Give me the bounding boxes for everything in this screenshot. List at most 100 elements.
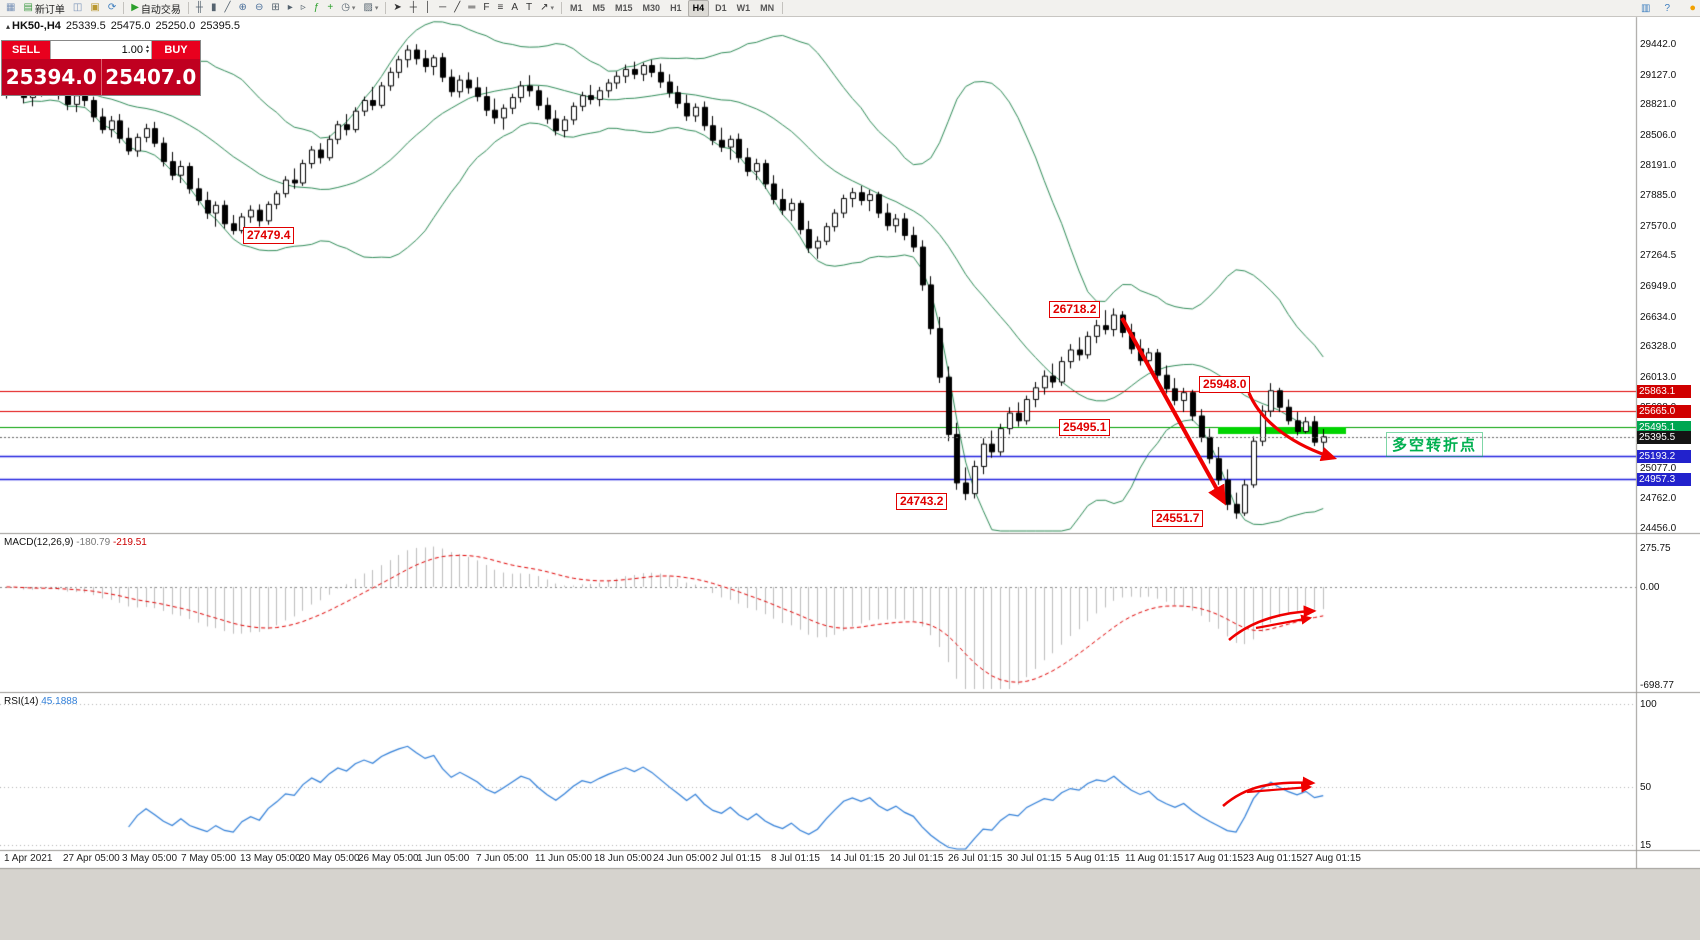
window-list-icon[interactable]: ▥	[1640, 2, 1651, 14]
time-axis-label: 7 May 05:00	[181, 853, 237, 864]
line-chart-icon[interactable]: ╱	[222, 1, 234, 16]
time-axis-label: 23 Aug 01:15	[1243, 853, 1302, 864]
chart-windows-icon[interactable]: ◫	[70, 1, 85, 16]
price-axis-label: 28191.0	[1640, 160, 1677, 172]
annotation-text[interactable]: 多空转折点	[1386, 432, 1484, 457]
price-axis-box: 25863.1	[1637, 385, 1691, 399]
refresh-icon: ⟳	[107, 2, 117, 13]
time-axis-label: 14 Jul 01:15	[830, 853, 885, 864]
macd-scale-label: -698.77	[1640, 679, 1674, 691]
periods-icon[interactable]: ◷ ▾	[338, 1, 358, 16]
price-axis-label: 28821.0	[1640, 99, 1677, 111]
one-click-trading-panel[interactable]: SELL 1.00 ▴ ▾ BUY 25394.0 25407.0	[1, 40, 201, 96]
cursor-icon[interactable]: ➤	[390, 1, 404, 16]
timeframe-m30[interactable]: M30	[642, 3, 661, 13]
profiles-icon[interactable]: ▣	[87, 1, 102, 16]
label-icon[interactable]: T	[523, 1, 535, 16]
autotrading-button[interactable]: ▶ 自动交易	[128, 1, 184, 16]
price-callout[interactable]: 24743.2	[896, 493, 948, 510]
timeframe-m5[interactable]: M5	[592, 3, 606, 13]
macd-header: MACD(12,26,9) -180.79 -219.51	[4, 537, 147, 548]
shapes-icon[interactable]: ≡	[494, 1, 506, 16]
sell-price[interactable]: 25394.0	[2, 59, 102, 95]
volume-value: 1.00	[121, 44, 143, 56]
refresh-icon[interactable]: ⟳	[105, 1, 119, 16]
price-callout[interactable]: 25495.1	[1059, 419, 1111, 436]
macd-value-signal: -219.51	[112, 537, 147, 548]
price-callout[interactable]: 26718.2	[1049, 301, 1101, 318]
price-axis-box: 25395.5	[1637, 430, 1691, 444]
candlestick-chart-icon[interactable]: ▮	[208, 1, 220, 16]
timeframe-h4[interactable]: H4	[687, 0, 710, 17]
vertical-line-icon: │	[424, 2, 432, 13]
chart-shift-icon[interactable]: ▹	[298, 1, 309, 16]
crosshair-icon[interactable]: ┼	[407, 1, 420, 16]
timeframe-m1[interactable]: M1	[570, 3, 583, 13]
new-order-button: ▤	[23, 2, 33, 13]
crosshair-icon: ┼	[409, 2, 417, 13]
zoom-in-icon[interactable]: ⊕	[236, 1, 250, 16]
trendline-icon: ╱	[454, 2, 461, 13]
volume-input[interactable]: 1.00 ▴ ▾	[50, 41, 152, 59]
volume-spinner[interactable]: ▴ ▾	[145, 44, 149, 55]
symbol-ohlc-bar: ▴ HK50-,H4 25339.5 25475.0 25250.0 25395.5	[6, 20, 245, 32]
add-chart-icon[interactable]: +	[324, 1, 336, 16]
timeframe-m15[interactable]: M15	[615, 3, 633, 13]
indicators-icon: ƒ	[313, 2, 320, 13]
arrows-icon[interactable]: ↗ ▾	[537, 1, 557, 16]
help-icon[interactable]: ?	[1664, 2, 1670, 14]
vertical-line-icon[interactable]: │	[422, 1, 434, 16]
time-axis-label: 26 May 05:00	[358, 853, 419, 864]
templates-icon: ▨	[363, 2, 373, 13]
price-callout[interactable]: 27479.4	[243, 227, 295, 244]
text-icon: A	[511, 2, 518, 13]
charts-grid-icon[interactable]: ▦	[3, 1, 18, 16]
timeframe-h1[interactable]: H1	[670, 3, 682, 13]
spinner-down-icon[interactable]: ▾	[145, 49, 149, 55]
channel-icon: ═	[468, 2, 476, 13]
rsi-value: 45.1888	[41, 696, 78, 707]
macd-scale-label: 275.75	[1640, 543, 1671, 555]
timeframe-mn[interactable]: MN	[760, 3, 775, 13]
time-axis-label: 5 Aug 01:15	[1066, 853, 1120, 864]
sell-button[interactable]: SELL	[2, 41, 50, 59]
timeframe-w1[interactable]: W1	[736, 3, 751, 13]
buy-price[interactable]: 25407.0	[105, 65, 197, 89]
horizontal-line-icon: ─	[439, 2, 447, 13]
price-callout[interactable]: 24551.7	[1152, 510, 1204, 527]
new-order-button[interactable]: ▤ 新订单	[20, 1, 67, 16]
horizontal-line-icon[interactable]: ─	[436, 1, 449, 16]
trendline-icon[interactable]: ╱	[451, 1, 463, 16]
price-axis-box: 24957.3	[1637, 473, 1691, 487]
text-icon[interactable]: A	[508, 1, 521, 16]
price-axis-label: 27885.0	[1640, 190, 1677, 202]
timeframe-d1[interactable]: D1	[715, 3, 727, 13]
price-axis-label: 26634.0	[1640, 311, 1677, 323]
tile-windows-icon[interactable]: ⊞	[268, 1, 282, 16]
time-axis-label: 11 Jun 05:00	[535, 853, 593, 864]
zoom-out-icon[interactable]: ⊖	[252, 1, 266, 16]
buy-button[interactable]: BUY	[152, 41, 200, 59]
templates-icon[interactable]: ▨ ▾	[360, 1, 381, 16]
bar-chart-icon[interactable]: ╫	[193, 1, 206, 16]
auto-scroll-icon[interactable]: ▸	[285, 1, 296, 16]
time-axis-label: 13 May 05:00	[240, 853, 301, 864]
main-toolbar: ▦ ▤ 新订单 ◫ ▣ ⟳ ▶ 自动交易 ╫ ▮ ╱ ⊕ ⊖ ⊞ ▸ ▹ ƒ + ◷ ▾ ▨ ▾ ➤ ┼ │ ─ ╱ ═ F ≡ A T ↗ ▾ M…	[0, 0, 1700, 17]
chevron-down-icon: ▾	[351, 5, 356, 12]
chart-windows-icon: ◫	[72, 2, 83, 13]
indicators-icon[interactable]: ƒ	[311, 1, 323, 16]
spinner-up-icon[interactable]: ▴	[145, 44, 149, 50]
price-axis-label: 25077.0	[1640, 462, 1677, 474]
periods-icon: ◷	[341, 2, 350, 13]
time-axis-label: 3 May 05:00	[122, 853, 178, 864]
time-axis-label: 27 Apr 05:00	[63, 853, 120, 864]
notification-icon[interactable]: ●	[1689, 2, 1696, 14]
macd-title: MACD(12,26,9)	[4, 537, 74, 548]
price-axis-label: 24456.0	[1640, 523, 1677, 534]
fibonacci-icon[interactable]: F	[480, 1, 492, 16]
ohlc-close: 25395.5	[200, 20, 240, 32]
price-callout[interactable]: 25948.0	[1199, 376, 1251, 393]
macd-value-main: -180.79	[76, 537, 111, 548]
channel-icon[interactable]: ═	[465, 1, 478, 16]
